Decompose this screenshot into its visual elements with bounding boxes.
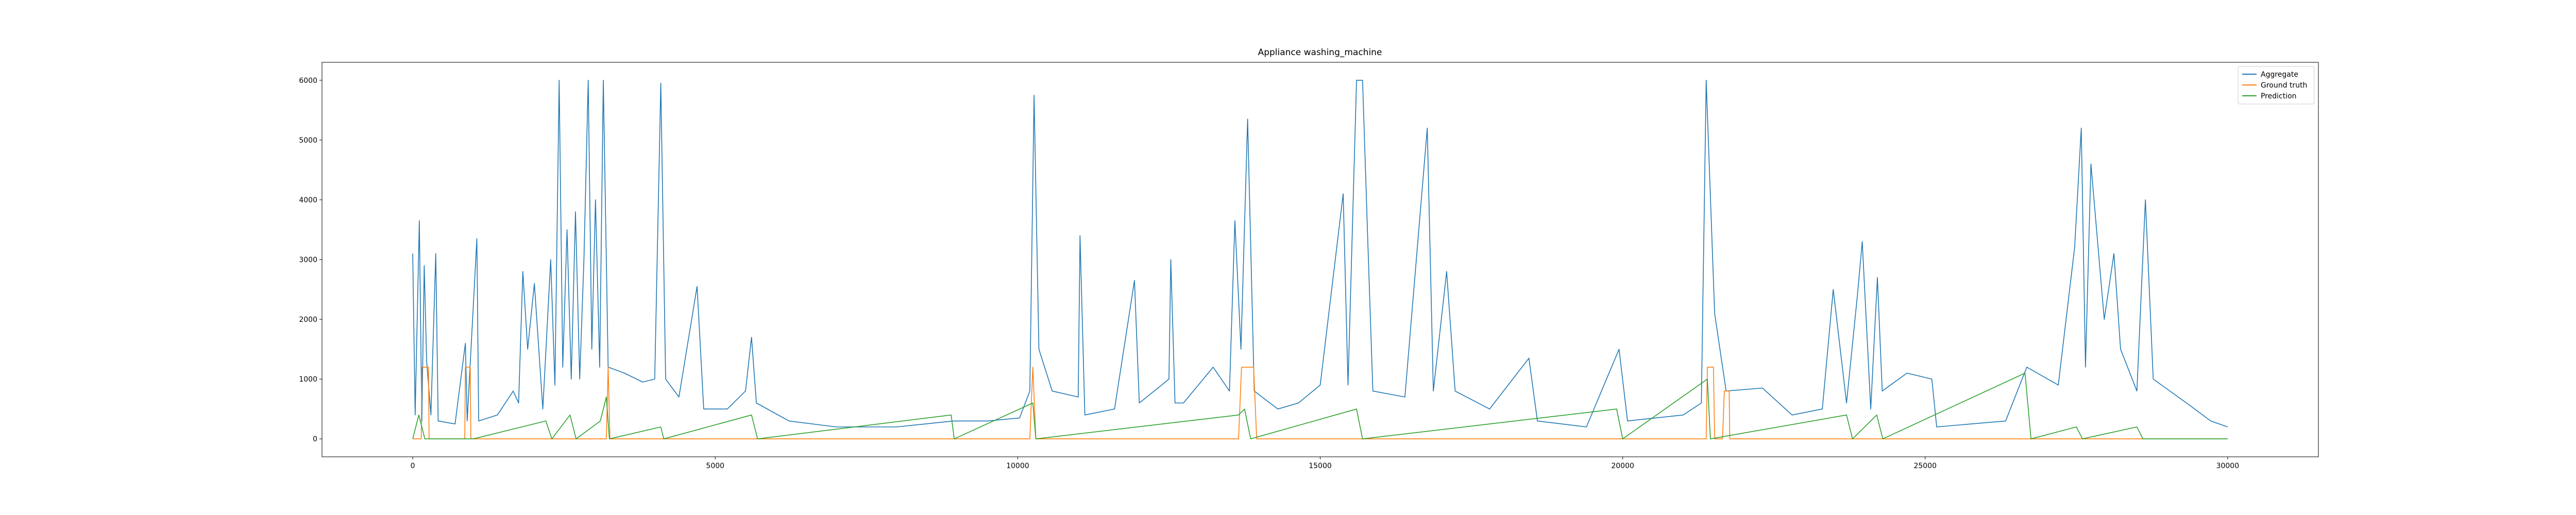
y-tick-label: 1000 xyxy=(299,375,317,384)
x-tick-label: 30000 xyxy=(2216,462,2240,470)
y-tick-label: 3000 xyxy=(299,256,317,264)
x-tick-label: 0 xyxy=(411,462,415,470)
legend: Aggregate Ground truth Prediction xyxy=(2238,66,2315,105)
y-tick-label: 0 xyxy=(313,435,317,443)
x-tick-label: 20000 xyxy=(1611,462,1634,470)
y-tick-label: 6000 xyxy=(299,77,317,85)
y-tick-label: 5000 xyxy=(299,136,317,145)
x-tick-label: 5000 xyxy=(706,462,724,470)
series-line xyxy=(412,372,2228,440)
series-line xyxy=(412,80,2228,427)
legend-label: Ground truth xyxy=(2261,81,2307,90)
plot-frame xyxy=(321,62,2319,457)
x-tick-label: 15000 xyxy=(1309,462,1332,470)
y-tick-label: 2000 xyxy=(299,316,317,324)
legend-label: Prediction xyxy=(2261,92,2297,100)
legend-label: Aggregate xyxy=(2261,71,2298,79)
legend-box xyxy=(2238,66,2315,105)
x-tick-label: 25000 xyxy=(1913,462,1937,470)
y-tick-label: 4000 xyxy=(299,196,317,204)
x-tick-label: 10000 xyxy=(1006,462,1029,470)
chart-title: Appliance washing_machine xyxy=(1258,47,1382,58)
series-line xyxy=(413,367,2228,440)
